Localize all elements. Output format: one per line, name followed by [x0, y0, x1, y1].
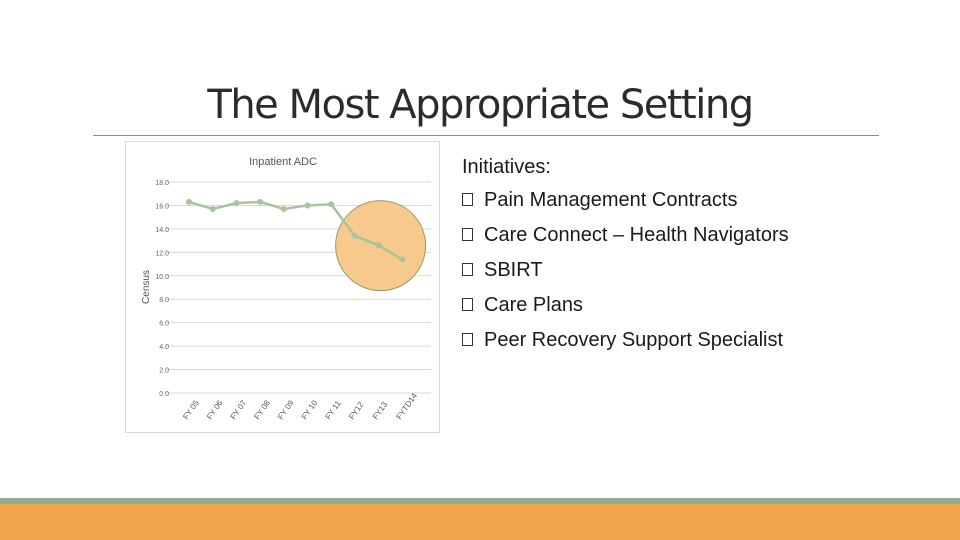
data-point	[209, 205, 216, 212]
list-item: SBIRT	[462, 256, 792, 285]
y-tick-label: 12.0	[155, 250, 169, 257]
data-point	[351, 232, 358, 239]
list-item-label: Care Plans	[484, 294, 583, 316]
x-tick-label: FY13	[371, 400, 390, 421]
list-item: Care Plans	[462, 291, 792, 320]
y-tick-label: 10.0	[155, 274, 169, 281]
footer-bar-orange	[0, 504, 960, 540]
y-tick-label: 6.0	[159, 321, 169, 328]
x-tick-label: FY12	[347, 400, 366, 421]
series-polyline	[188, 200, 403, 261]
y-tick-label: 4.0	[159, 344, 169, 351]
x-tick-labels: FY 05 FY 06 FY 07 FY 08 FY 09 FY 10 FY 11 FY12 F…	[181, 391, 419, 421]
data-point	[399, 256, 406, 263]
y-tick-labels: 0.0 2.0 4.0 6.0 8.0 10.0 12.0 14.0 16.0 18.0	[155, 180, 169, 398]
data-point	[280, 205, 287, 212]
list-item-label: Care Connect – Health Navigators	[484, 224, 789, 246]
x-tick-label: FY 07	[229, 398, 249, 421]
y-tick-label: 2.0	[159, 368, 169, 375]
checkbox-icon	[462, 228, 473, 241]
x-tick-label: FY 05	[181, 398, 201, 421]
x-tick-label: FY 08	[252, 398, 272, 421]
x-tick-label: FY 10	[300, 398, 320, 421]
initiatives-list: Pain Management Contracts Care Connect –…	[462, 186, 792, 355]
data-point	[257, 198, 264, 205]
initiatives-heading: Initiatives:	[462, 156, 551, 178]
title-divider	[93, 135, 879, 136]
y-axis-label: Census	[141, 270, 152, 304]
list-item-label: Pain Management Contracts	[484, 189, 738, 211]
data-point	[375, 242, 382, 249]
y-tick-label: 14.0	[155, 227, 169, 234]
data-point	[328, 201, 335, 208]
checkbox-icon	[462, 263, 473, 276]
chart-container: Inpatient ADC Census 0.0 2.0 4.0 6.0 8.0 10.0…	[125, 141, 440, 433]
line-chart: Inpatient ADC Census 0.0 2.0 4.0 6.0 8.0 10.0…	[141, 156, 431, 421]
slide-title: The Most Appropriate Setting	[207, 82, 754, 128]
y-tick-label: 8.0	[159, 297, 169, 304]
y-tick-label: 0.0	[159, 391, 169, 398]
list-item: Care Connect – Health Navigators	[462, 221, 792, 250]
data-point	[233, 200, 240, 207]
x-tick-label: FYTD14	[395, 391, 420, 421]
x-tick-label: FY 11	[323, 399, 343, 421]
footer-stripe-green	[0, 498, 960, 504]
data-points	[186, 198, 406, 263]
y-tick-label: 18.0	[155, 180, 169, 187]
series-line	[188, 200, 403, 261]
list-item-label: SBIRT	[484, 259, 543, 281]
list-item: Peer Recovery Support Specialist	[462, 326, 792, 355]
data-point	[186, 198, 192, 205]
checkbox-icon	[462, 333, 473, 346]
checkbox-icon	[462, 193, 473, 206]
initiatives-panel: Initiatives: Pain Management Contracts C…	[462, 153, 792, 361]
chart-title: Inpatient ADC	[249, 156, 317, 168]
x-tick-label: FY 06	[205, 398, 225, 421]
checkbox-icon	[462, 298, 473, 311]
gridlines	[166, 181, 431, 394]
list-item-label: Peer Recovery Support Specialist	[484, 329, 784, 351]
x-tick-label: FY 09	[276, 398, 296, 421]
y-tick-label: 16.0	[155, 203, 169, 210]
data-point	[304, 202, 311, 209]
list-item: Pain Management Contracts	[462, 186, 792, 215]
